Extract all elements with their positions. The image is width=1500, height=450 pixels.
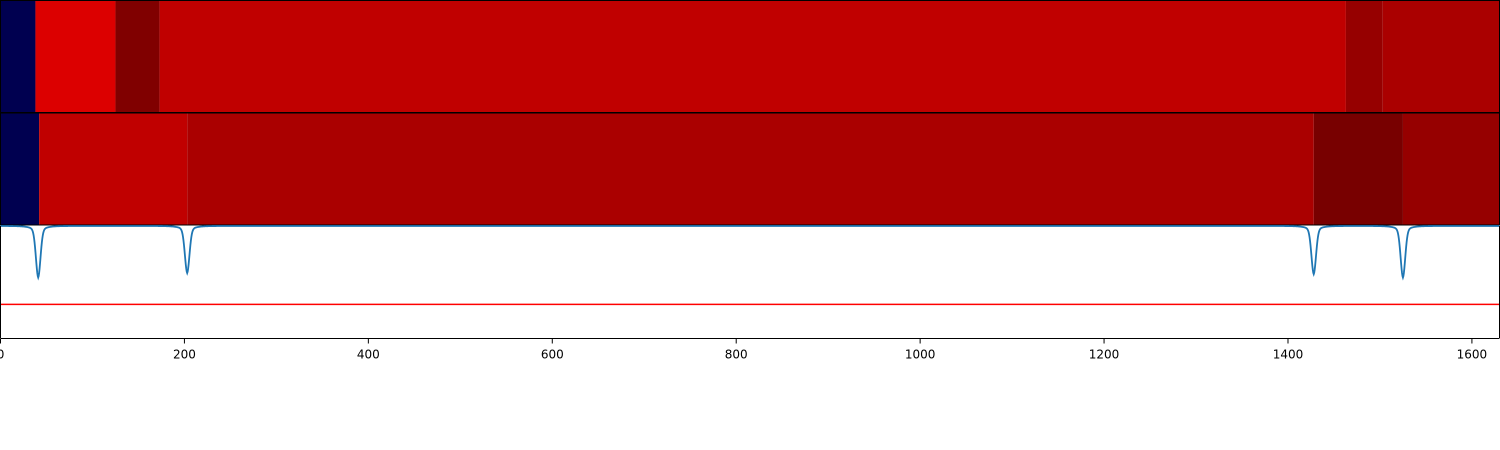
segment-row-1-bar-2: [35, 0, 116, 113]
segment-row-2-bar-1: [0, 113, 40, 225]
segment-row-1: [0, 0, 1500, 113]
x-tick-label-0: 0: [0, 348, 4, 362]
x-tick-label-200: 200: [173, 348, 196, 362]
x-axis: 0 200 400 600 800 1000 1200 1400 1600: [0, 338, 1500, 362]
x-tick-label-1000: 1000: [905, 348, 936, 362]
segment-row-1-bar-3: [115, 0, 160, 113]
x-tick-label-1200: 1200: [1089, 348, 1120, 362]
x-tick-label-400: 400: [357, 348, 380, 362]
segment-row-1-bar-4: [159, 0, 1346, 113]
signal-line: [0, 225, 1500, 281]
x-tick-label-600: 600: [541, 348, 564, 362]
segment-rows: [0, 0, 1500, 226]
segment-row-2-bar-3: [187, 113, 1314, 225]
segment-row-2-bar-4: [1313, 113, 1403, 225]
x-tick-label-1600: 1600: [1457, 348, 1488, 362]
segment-row-1-bar-6: [1382, 0, 1500, 113]
x-tick-label-800: 800: [725, 348, 748, 362]
x-tick-label-1400: 1400: [1273, 348, 1304, 362]
segment-row-2-bar-5: [1402, 113, 1500, 225]
signal-panel: [0, 225, 1500, 338]
segment-row-2: [0, 112, 1500, 226]
segment-row-1-bar-1: [0, 0, 36, 113]
segment-row-2-bar-2: [39, 113, 188, 225]
segment-row-1-bar-5: [1345, 0, 1383, 113]
